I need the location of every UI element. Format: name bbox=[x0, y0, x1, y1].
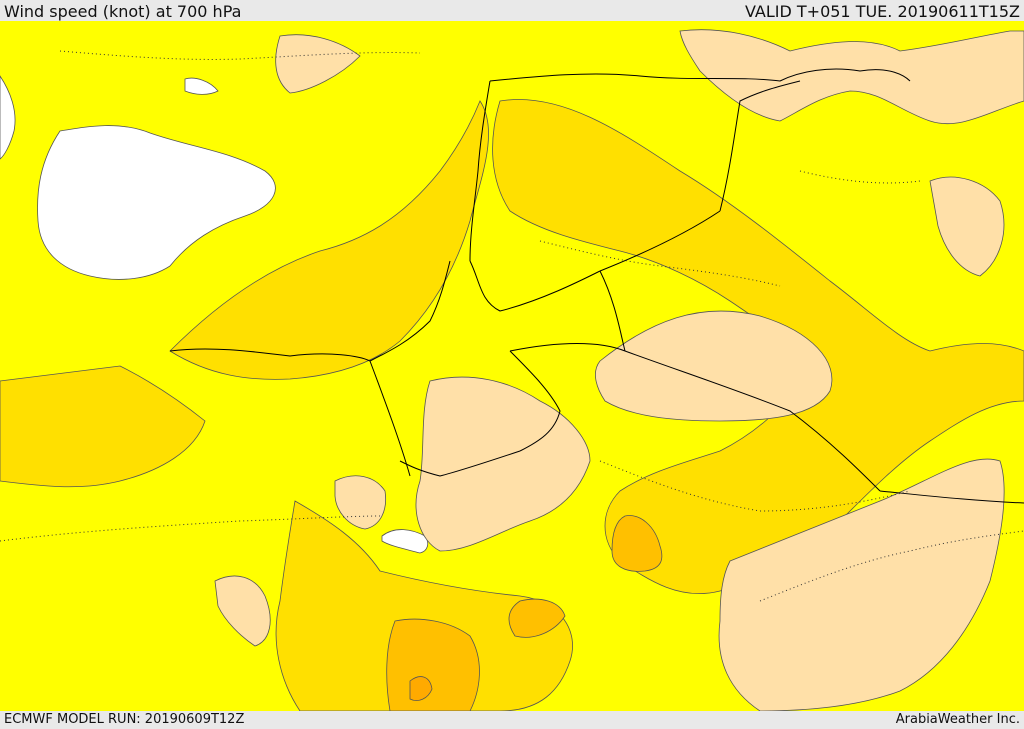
calm-area-small bbox=[184, 77, 219, 95]
wind-speed-map bbox=[0, 21, 1024, 711]
credit-label: ArabiaWeather Inc. bbox=[895, 712, 1020, 727]
footer-bar: ECMWF MODEL RUN: 20190609T12Z ArabiaWeat… bbox=[0, 711, 1024, 729]
light-area-north-coast bbox=[275, 34, 361, 94]
calm-area-dead-sea bbox=[381, 529, 429, 554]
moderate-band-syria-iraq bbox=[492, 99, 1024, 595]
moderate-patch-red-sea bbox=[275, 500, 573, 711]
moderate-band-mediterranean bbox=[169, 100, 489, 380]
light-area-saudi-east bbox=[718, 458, 1005, 711]
strong-patch-east bbox=[508, 598, 566, 638]
map-canvas bbox=[0, 21, 1024, 711]
moderate-patch-egypt bbox=[0, 365, 206, 488]
light-area-nile bbox=[214, 575, 271, 647]
light-area-jordan bbox=[415, 376, 591, 552]
map-title: Wind speed (knot) at 700 hPa bbox=[4, 2, 242, 21]
calm-area-turkey bbox=[37, 125, 276, 280]
header-bar: Wind speed (knot) at 700 hPa VALID T+051… bbox=[0, 0, 1024, 21]
strong-patch-arabia bbox=[386, 618, 480, 711]
admin-boundaries bbox=[0, 50, 1024, 602]
light-area-east-strip bbox=[929, 176, 1005, 277]
model-run-label: ECMWF MODEL RUN: 20190609T12Z bbox=[4, 712, 245, 727]
strong-patch-center bbox=[611, 515, 663, 572]
stronger-core bbox=[409, 676, 433, 701]
light-area-iraq bbox=[595, 310, 833, 422]
valid-time-label: VALID T+051 TUE. 20190611T15Z bbox=[744, 2, 1020, 21]
light-area-sinai bbox=[334, 475, 387, 530]
light-area-north bbox=[679, 29, 1024, 125]
calm-area-northwest bbox=[0, 75, 16, 160]
country-borders bbox=[169, 68, 1024, 504]
